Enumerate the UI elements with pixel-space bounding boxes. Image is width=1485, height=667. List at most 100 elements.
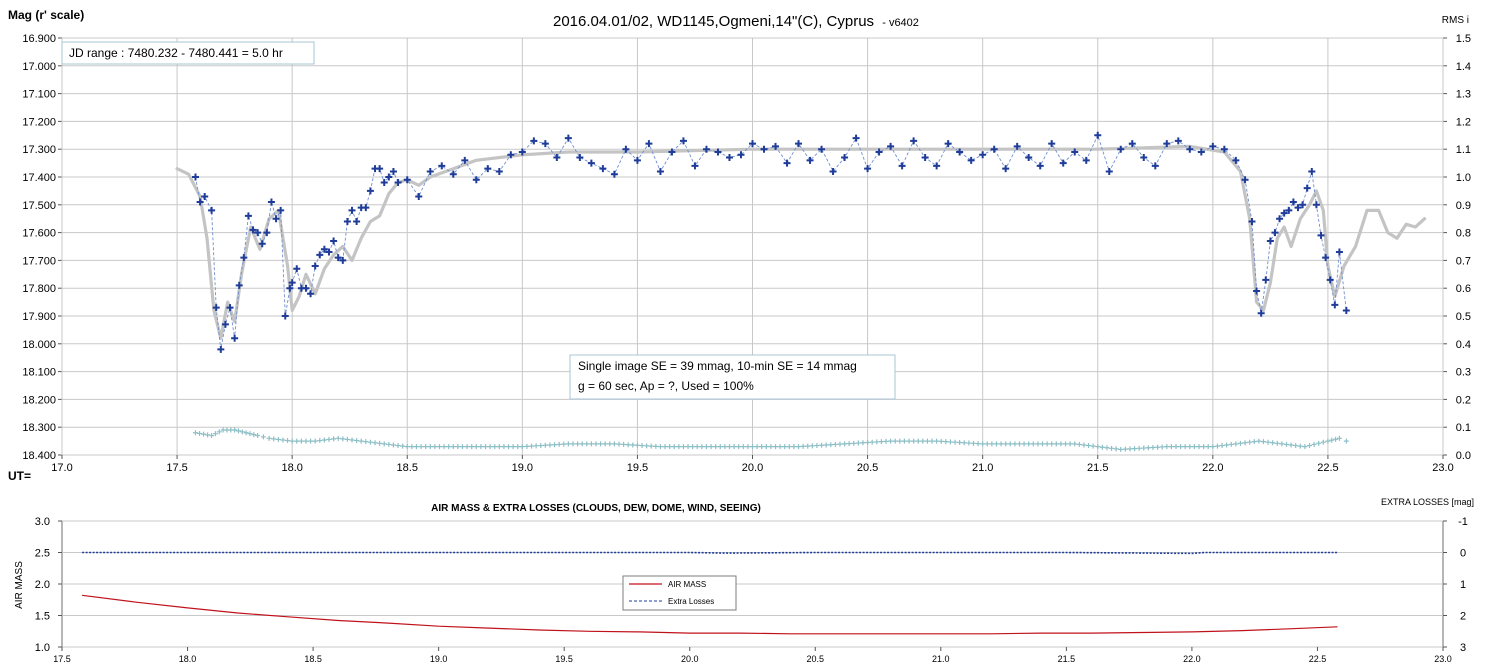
top-x-tick-label: 20.5 [857, 462, 878, 474]
rms-point [1173, 444, 1179, 450]
rms-point [957, 439, 963, 445]
magnitude-point [293, 265, 301, 273]
rms-point [483, 444, 489, 450]
rms-point [860, 440, 866, 446]
magnitude-point [254, 229, 262, 237]
magnitude-point [1048, 140, 1056, 148]
rms-point [506, 444, 512, 450]
rms-point [736, 444, 742, 450]
bottom-y2-tick-label: 1 [1460, 579, 1466, 591]
rms-point [201, 431, 207, 437]
magnitude-point [979, 151, 987, 159]
stats-line-1: Single image SE = 39 mmag, 10-min SE = 1… [578, 359, 857, 373]
magnitude-point [1326, 276, 1334, 284]
rms-point [750, 444, 755, 450]
rms-point [1316, 440, 1322, 446]
top-y-tick-label: 17.200 [22, 116, 56, 128]
rms-point [427, 444, 433, 450]
rms-point [980, 441, 986, 447]
magnitude-point [472, 176, 480, 184]
top-y2-tick-label: 0.6 [1456, 283, 1471, 295]
top-y-tick-label: 17.900 [22, 311, 56, 323]
top-y-tick-label: 17.300 [22, 144, 56, 156]
magnitude-point [1322, 254, 1330, 262]
magnitude-point [389, 167, 397, 175]
magnitude-point [737, 151, 745, 159]
rms-point [1187, 444, 1193, 450]
magnitude-point [1262, 276, 1270, 284]
rms-point [1219, 443, 1225, 449]
top-y-tick-label: 17.100 [22, 89, 56, 101]
rms-point [901, 438, 907, 444]
magnitude-point [380, 179, 388, 187]
rms-point [851, 440, 857, 446]
magnitude-point [887, 142, 895, 150]
rms-point [1053, 441, 1059, 447]
rms-point [906, 438, 912, 444]
rms-point [1196, 444, 1202, 450]
magnitude-point [1312, 201, 1320, 209]
magnitude-point [668, 148, 676, 156]
top-y2-tick-label: 0.0 [1456, 450, 1471, 462]
rms-point [878, 439, 884, 445]
rms-point [1205, 444, 1211, 450]
top-x-tick-label: 18.0 [281, 462, 302, 474]
rms-point [837, 441, 843, 447]
rms-point [390, 442, 396, 448]
rms-point [308, 438, 314, 444]
rms-point [575, 441, 581, 447]
magnitude-point [553, 154, 561, 162]
rms-point [349, 437, 355, 443]
rms-point [1270, 440, 1276, 446]
rms-point [395, 443, 401, 449]
magnitude-point [263, 229, 271, 237]
rms-point [703, 444, 709, 450]
bottom-y-axis-label: AIR MASS [14, 561, 25, 609]
magnitude-point [1232, 156, 1240, 164]
rms-point [1210, 444, 1216, 450]
magnitude-point [1335, 248, 1343, 256]
rms-point [759, 444, 765, 450]
top-x-tick-label: 22.5 [1317, 462, 1338, 474]
top-y-tick-label: 17.000 [22, 61, 56, 73]
top-x-tick-label: 22.0 [1202, 462, 1223, 474]
rms-point [1122, 446, 1128, 452]
rms-point [726, 444, 732, 450]
rms-point [1288, 442, 1294, 448]
bottom-y-tick-label: 1.5 [35, 611, 50, 623]
rms-point [255, 433, 261, 439]
rms-point [446, 444, 452, 450]
rms-point [782, 444, 788, 450]
rms-point [796, 444, 802, 450]
top-y-tick-label: 17.500 [22, 200, 56, 212]
rms-point [616, 441, 622, 447]
rms-point [247, 431, 253, 437]
magnitude-point [806, 156, 814, 164]
rms-point [372, 440, 378, 446]
rms-point [335, 435, 341, 441]
rms-point [251, 432, 257, 438]
top-x-tick-label: 21.0 [972, 462, 993, 474]
rms-point [547, 442, 553, 448]
rms-point [1260, 439, 1266, 445]
rms-point [1164, 444, 1170, 450]
top-y-tick-label: 18.400 [22, 450, 56, 462]
top-y-tick-label: 18.100 [22, 367, 56, 379]
magnitude-point [1082, 156, 1090, 164]
rms-point [768, 444, 774, 450]
rms-point [708, 444, 714, 450]
rms-point [271, 436, 277, 442]
rms-point [865, 439, 871, 445]
rms-point [1040, 441, 1046, 447]
x-axis-label: UT= [8, 469, 31, 483]
top-y2-tick-label: 1.3 [1456, 89, 1471, 101]
magnitude-point [795, 140, 803, 148]
rms-point [952, 439, 958, 445]
rms-point [441, 444, 447, 450]
rms-point [232, 427, 238, 433]
rms-point [1265, 439, 1271, 445]
rms-point [289, 438, 295, 444]
rms-point [699, 444, 705, 450]
rms-point [998, 441, 1004, 447]
